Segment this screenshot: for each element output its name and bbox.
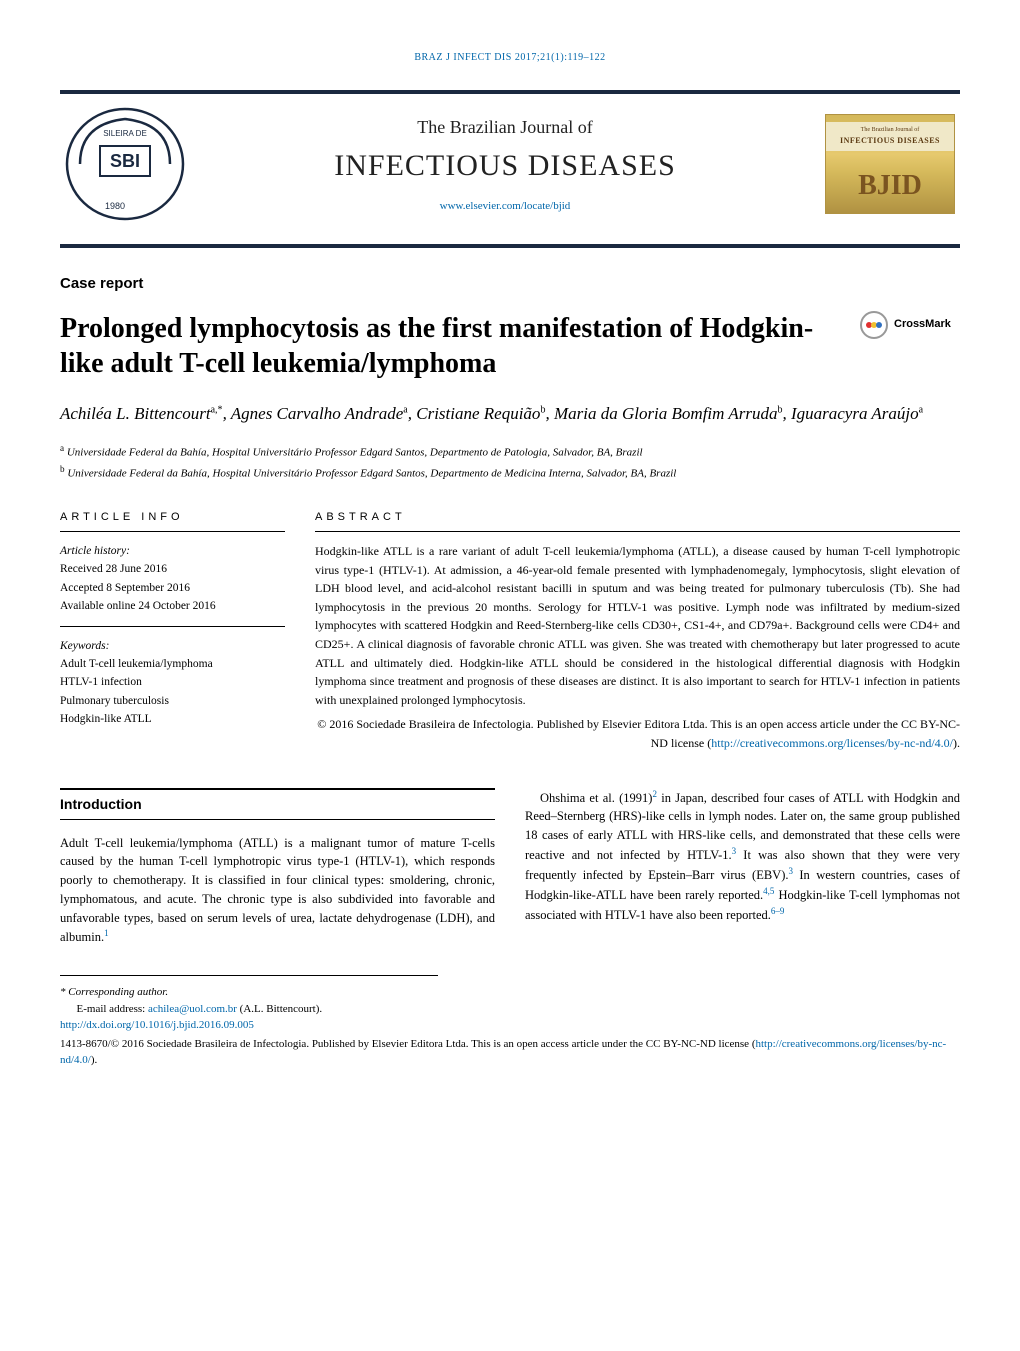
intro-paragraph-1: Adult T-cell leukemia/lymphoma (ATLL) is… bbox=[60, 834, 495, 948]
keywords-block: Keywords: Adult T-cell leukemia/lymphoma… bbox=[60, 637, 285, 739]
citation-ref[interactable]: 4,5 bbox=[763, 886, 774, 896]
crossmark-icon bbox=[860, 311, 888, 339]
right-column: Ohshima et al. (1991)2 in Japan, describ… bbox=[525, 788, 960, 948]
keyword: Adult T-cell leukemia/lymphoma bbox=[60, 655, 285, 673]
left-column: Introduction Adult T-cell leukemia/lymph… bbox=[60, 788, 495, 948]
affiliations: a Universidade Federal da Bahía, Hospita… bbox=[60, 441, 960, 484]
svg-text:1980: 1980 bbox=[105, 201, 125, 211]
author-list: Achiléa L. Bittencourta,*, Agnes Carvalh… bbox=[60, 401, 960, 427]
article-title: Prolonged lymphocytosis as the first man… bbox=[60, 311, 860, 381]
crossmark-badge[interactable]: CrossMark bbox=[860, 311, 960, 339]
journal-url[interactable]: www.elsevier.com/locate/bjid bbox=[190, 198, 820, 215]
svg-text:SBI: SBI bbox=[110, 151, 140, 171]
email-link[interactable]: achilea@uol.com.br bbox=[148, 1003, 237, 1015]
cover-subtitle: The Brazilian Journal of bbox=[830, 126, 950, 135]
corresponding-author-note: * Corresponding author. bbox=[60, 984, 438, 1001]
history-received: Received 28 June 2016 bbox=[60, 560, 285, 578]
keyword: HTLV-1 infection bbox=[60, 673, 285, 691]
citation-ref[interactable]: 1 bbox=[104, 928, 109, 938]
article-info: ARTICLE INFO Article history: Received 2… bbox=[60, 509, 285, 753]
journal-title: INFECTIOUS DISEASES bbox=[190, 143, 820, 188]
running-head: BRAZ J INFECT DIS 2017;21(1):119–122 bbox=[60, 50, 960, 65]
copyright-footer: 1413-8670/© 2016 Sociedade Brasileira de… bbox=[60, 1036, 960, 1069]
history-label: Article history: bbox=[60, 542, 285, 560]
journal-header: SILEIRA DE SBI 1980 The Brazilian Journa… bbox=[60, 94, 960, 248]
history-block: Article history: Received 28 June 2016 A… bbox=[60, 542, 285, 627]
body-columns: Introduction Adult T-cell leukemia/lymph… bbox=[60, 788, 960, 948]
keyword: Pulmonary tuberculosis bbox=[60, 692, 285, 710]
history-online: Available online 24 October 2016 bbox=[60, 597, 285, 615]
journal-subtitle: The Brazilian Journal of bbox=[190, 114, 820, 141]
abstract-copyright: © 2016 Sociedade Brasileira de Infectolo… bbox=[315, 715, 960, 752]
article-type: Case report bbox=[60, 273, 960, 296]
intro-heading: Introduction bbox=[60, 788, 495, 820]
svg-text:SILEIRA DE: SILEIRA DE bbox=[103, 129, 147, 138]
article-title-row: Prolonged lymphocytosis as the first man… bbox=[60, 311, 960, 381]
keywords-label: Keywords: bbox=[60, 637, 285, 655]
history-accepted: Accepted 8 September 2016 bbox=[60, 579, 285, 597]
abstract-heading: ABSTRACT bbox=[315, 509, 960, 533]
journal-cover-thumb: The Brazilian Journal of INFECTIOUS DISE… bbox=[820, 104, 960, 224]
keyword: Hodgkin-like ATLL bbox=[60, 710, 285, 728]
journal-title-block: The Brazilian Journal of INFECTIOUS DISE… bbox=[190, 114, 820, 215]
cover-title: INFECTIOUS DISEASES bbox=[830, 135, 950, 147]
email-line: E-mail address: achilea@uol.com.br (A.L.… bbox=[60, 1001, 438, 1018]
footnotes: * Corresponding author. E-mail address: … bbox=[60, 975, 438, 1034]
doi-link[interactable]: http://dx.doi.org/10.1016/j.bjid.2016.09… bbox=[60, 1019, 254, 1031]
abstract: ABSTRACT Hodgkin-like ATLL is a rare var… bbox=[315, 509, 960, 753]
crossmark-label: CrossMark bbox=[894, 318, 951, 332]
sbi-logo: SILEIRA DE SBI 1980 bbox=[60, 104, 190, 224]
cover-bjid-text: BJID bbox=[858, 165, 922, 207]
citation-ref[interactable]: 6–9 bbox=[771, 906, 785, 916]
sbi-logo-svg: SILEIRA DE SBI 1980 bbox=[60, 104, 190, 224]
intro-paragraph-2: Ohshima et al. (1991)2 in Japan, describ… bbox=[525, 788, 960, 925]
license-link[interactable]: http://creativecommons.org/licenses/by-n… bbox=[711, 736, 953, 750]
info-heading: ARTICLE INFO bbox=[60, 509, 285, 533]
abstract-text: Hodgkin-like ATLL is a rare variant of a… bbox=[315, 542, 960, 709]
info-abstract-row: ARTICLE INFO Article history: Received 2… bbox=[60, 509, 960, 753]
